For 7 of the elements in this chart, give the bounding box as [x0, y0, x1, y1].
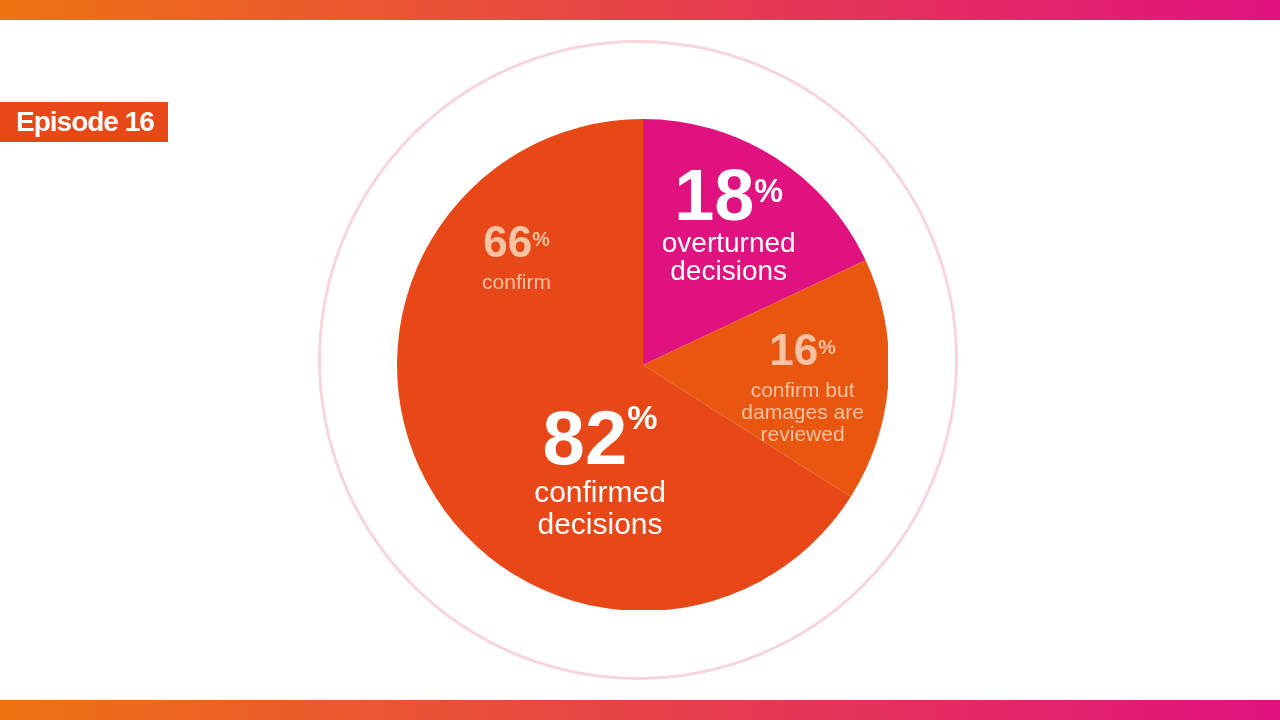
data-label: 16$^{%}$ — [769, 325, 837, 375]
slice-label: confirm — [482, 270, 551, 294]
slice-label: overturned decisions — [661, 226, 796, 286]
text: 82% confirmed decisions — [533, 395, 667, 540]
data-label: 66$^{%}$ — [483, 217, 551, 267]
text: Episode 16 — [0, 102, 168, 142]
slice-label: confirm but damages are reviewed — [741, 378, 864, 446]
